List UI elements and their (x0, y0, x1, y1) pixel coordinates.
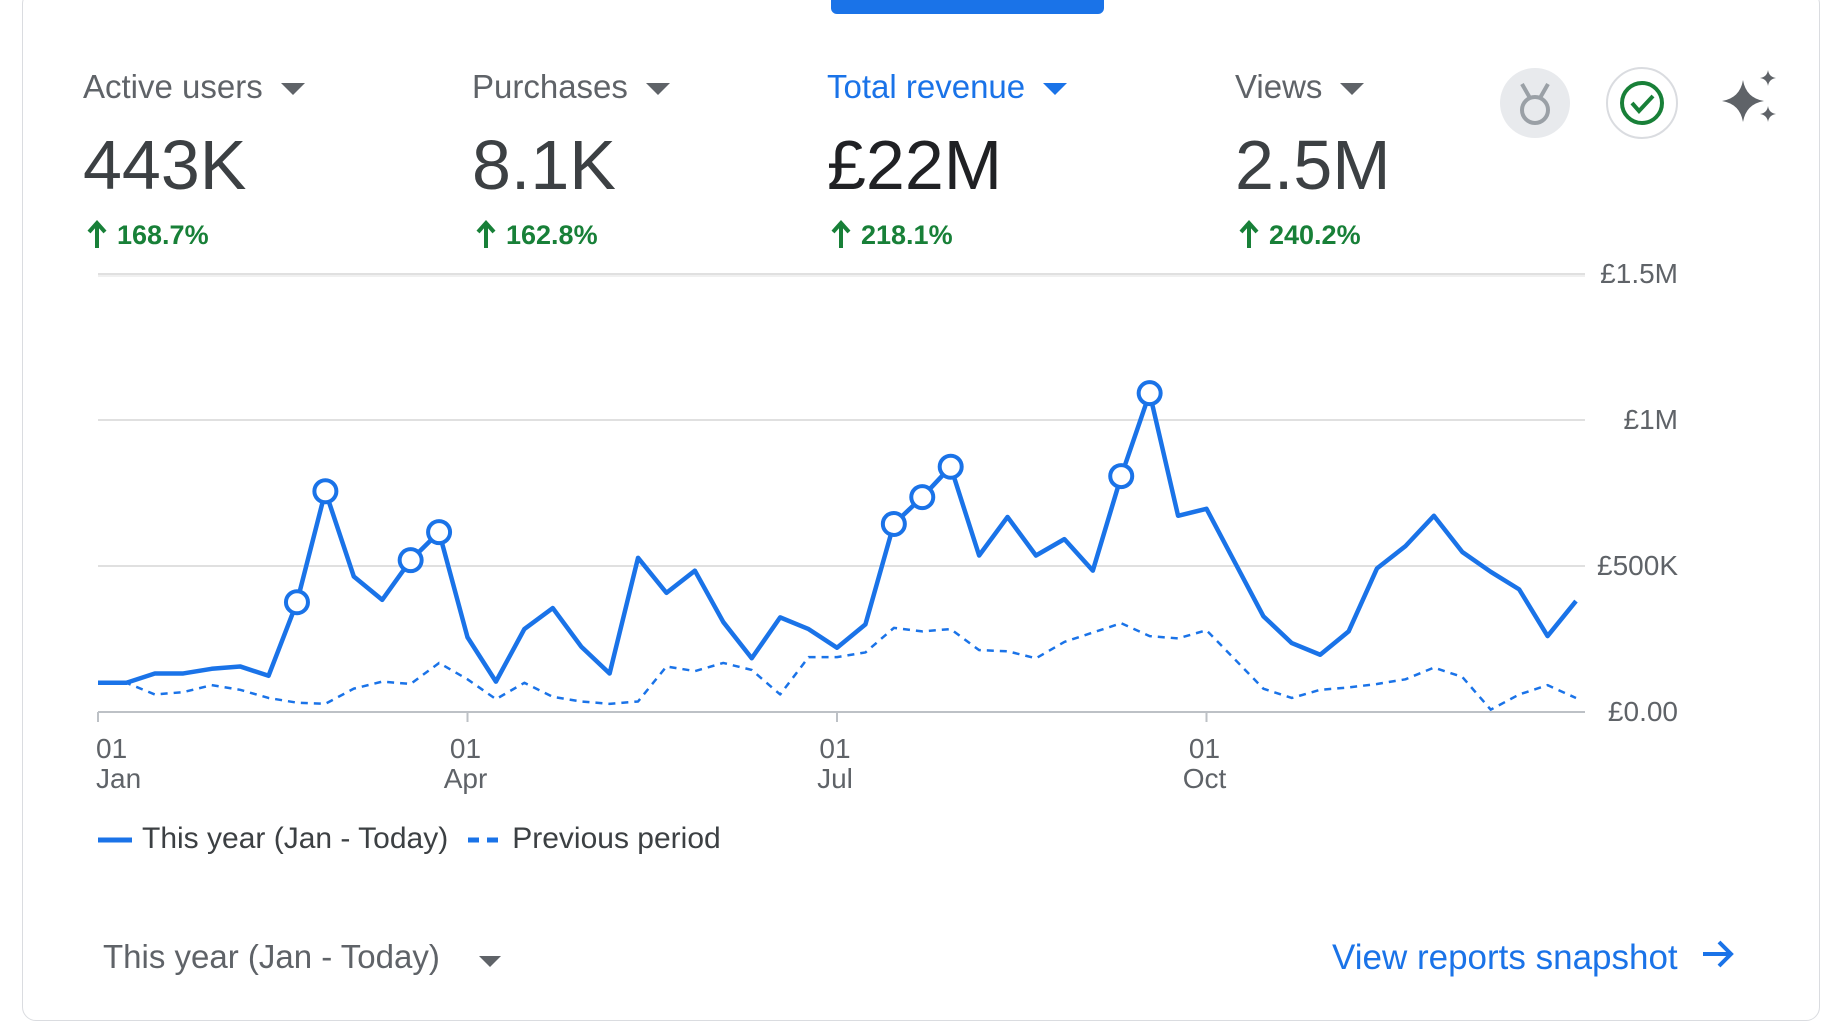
anomaly-marker (1136, 380, 1163, 407)
period-dropdown[interactable]: This year (Jan - Today) (103, 938, 503, 976)
metric-dropdown (1340, 83, 1365, 96)
metric-label[interactable]: Purchases (472, 68, 672, 106)
legend-item: Previous period (468, 822, 721, 855)
anomaly-marker (397, 547, 424, 574)
y-tick-label: £0.00 (1607, 696, 1678, 727)
up-arrow (831, 219, 851, 248)
up-arrow (87, 219, 107, 248)
metric-change: 162.8% (506, 220, 598, 250)
anomaly-marker (283, 589, 310, 616)
x-tick-label: 01 Jan (96, 733, 142, 794)
y-tick-label: £1.5M (1600, 258, 1678, 289)
metric-change: 168.7% (117, 220, 209, 250)
anomaly-marker (937, 453, 964, 480)
anomaly-marker (880, 510, 907, 537)
period-label[interactable]: This year (Jan - Today) (103, 938, 440, 975)
anomaly-marker (909, 484, 936, 511)
metric-dropdown (1043, 83, 1068, 96)
legend-swatch (468, 837, 503, 843)
metric-value: 443K (83, 126, 247, 204)
medal-button[interactable] (1500, 68, 1570, 138)
dropdown-arrow (479, 956, 502, 967)
card-border (22, 0, 1820, 1021)
check-button[interactable] (1606, 67, 1678, 139)
x-tick-label: 01 Apr (443, 733, 488, 794)
metric-label[interactable]: Views (1235, 68, 1366, 106)
legend-item: This year (Jan - Today) (98, 822, 448, 855)
anomaly-marker (312, 478, 339, 505)
current-line (98, 390, 1578, 686)
metric-dropdown (280, 83, 305, 96)
metric-change: 240.2% (1269, 220, 1361, 250)
metric-label[interactable]: Active users (83, 68, 307, 106)
legend-label: This year (Jan - Today) (142, 822, 449, 855)
up-arrow (476, 219, 496, 248)
y-tick-label: £500K (1597, 550, 1678, 581)
snapshot-link[interactable]: View reports snapshot (1332, 938, 1735, 978)
legend-label: Previous period (512, 822, 721, 855)
metric-change: 218.1% (861, 220, 953, 250)
previous-line (98, 621, 1577, 711)
metric-value: £22M (827, 126, 1003, 204)
metric-dropdown (645, 83, 670, 96)
metric-value: 8.1K (472, 126, 616, 204)
link-label[interactable]: View reports snapshot (1332, 938, 1678, 977)
up-arrow (1239, 219, 1259, 248)
insights-button[interactable] (1722, 70, 1776, 122)
anomaly-marker (1108, 463, 1135, 490)
x-tick-label: 01 Jul (817, 733, 853, 794)
metric-label[interactable]: Total revenue (827, 68, 1069, 106)
metric-value: 2.5M (1235, 126, 1391, 204)
anomaly-marker (426, 519, 453, 546)
x-tick-label: 01 Oct (1182, 733, 1227, 794)
arrow-icon (1703, 940, 1735, 968)
legend-swatch (98, 837, 132, 843)
y-tick-label: £1M (1623, 404, 1678, 435)
legend: This year (Jan - Today) Previous period (98, 822, 741, 856)
selected-tab-indicator (831, 0, 1104, 14)
